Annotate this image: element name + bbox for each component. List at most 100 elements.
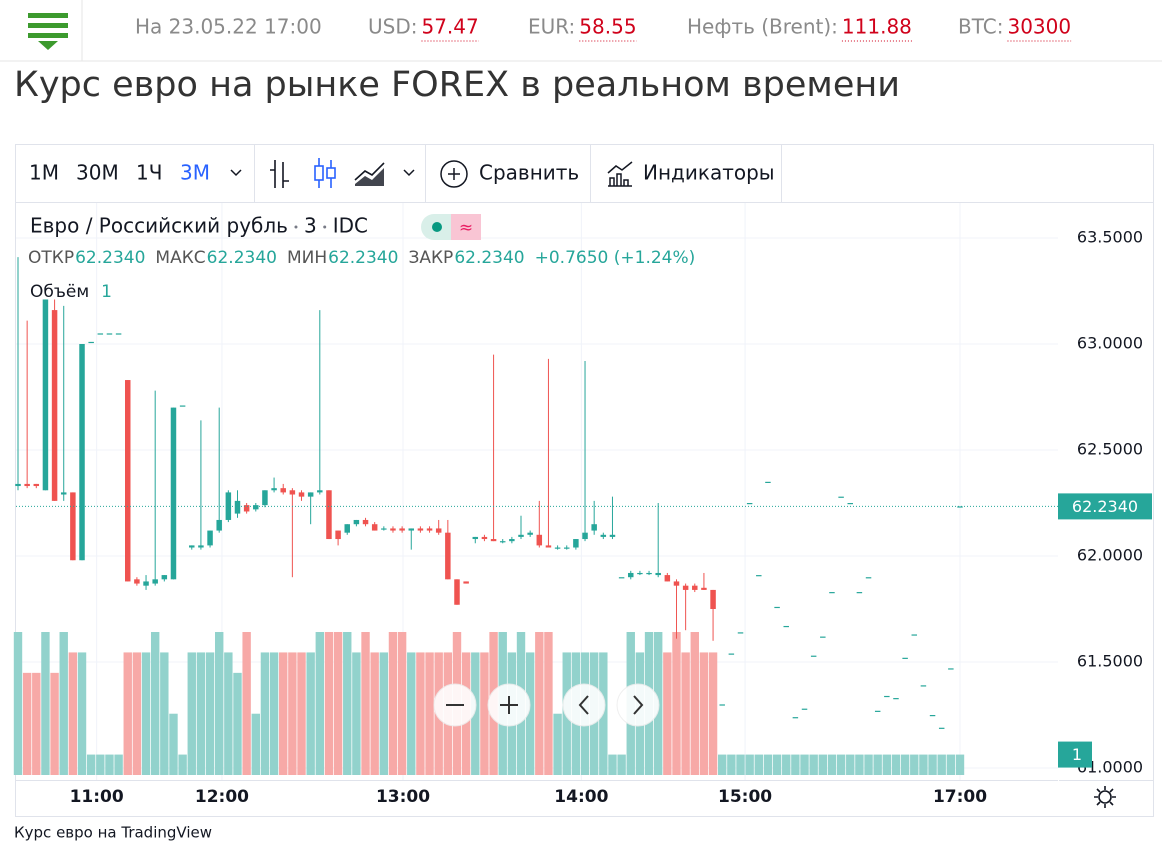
candle-body <box>957 506 963 508</box>
volume-bar <box>215 632 224 775</box>
volume-legend-label: Объём <box>30 282 89 302</box>
volume-bar <box>13 632 23 775</box>
toolbar-separators <box>254 145 782 202</box>
candle-body <box>591 524 597 531</box>
candle-body <box>179 405 186 407</box>
volume-bar <box>544 632 553 775</box>
volume-bar <box>352 652 361 775</box>
quote-label: Нефть (Brent): <box>687 15 838 39</box>
volume-bar <box>617 754 626 775</box>
candle-body <box>198 545 204 548</box>
candle-body <box>563 547 570 549</box>
volume-bar <box>690 632 699 775</box>
candle-body <box>600 534 607 537</box>
candle-body <box>628 572 634 578</box>
volume-bar <box>864 754 873 775</box>
candle-body <box>701 587 707 590</box>
volume-bar <box>22 672 32 775</box>
candle-body <box>655 572 661 576</box>
volume-bar <box>754 754 763 775</box>
symbol-name: Евро / Российский рубль <box>30 214 288 238</box>
volume-bar <box>379 652 389 775</box>
chart-frame <box>15 144 1154 817</box>
candle-body <box>60 492 67 495</box>
quote-value: 58.55 <box>579 15 636 39</box>
quote-value: 30300 <box>1007 15 1071 39</box>
quote-label: BTC: <box>958 15 1003 39</box>
candle-body <box>161 575 168 580</box>
volume-bar <box>745 754 754 775</box>
legend-field-value: 62.2340 <box>454 248 524 268</box>
y-tick-label: 61.0000 <box>1077 758 1143 777</box>
legend-field-value: 62.2340 <box>75 248 145 268</box>
volume-bar <box>672 632 681 775</box>
volume-bar <box>388 632 398 775</box>
quote-value: 111.88 <box>842 15 912 39</box>
scroll-left-button[interactable] <box>562 683 606 727</box>
volume-bar <box>699 652 709 775</box>
volume-bar <box>900 754 910 775</box>
candle-body <box>756 575 762 577</box>
page-title: Курс евро на рынке FOREX в реальном врем… <box>14 65 900 105</box>
symbol-source: IDC <box>333 214 368 238</box>
candle-body <box>481 536 488 540</box>
candle-body <box>115 333 122 335</box>
volume-bar <box>324 632 334 775</box>
candle-body <box>801 708 808 710</box>
candle-body <box>728 653 735 655</box>
candle-body <box>509 539 515 542</box>
compare-label: Сравнить <box>479 161 579 185</box>
footer-link[interactable]: Курс евро на TradingView <box>14 824 212 842</box>
area-style-button[interactable] <box>354 162 415 186</box>
header-date: На 23.05.22 17:00 <box>135 15 322 39</box>
volume-bar <box>763 754 773 775</box>
candle-body <box>490 539 497 542</box>
candle-body <box>417 528 424 531</box>
volume-bar <box>791 754 800 775</box>
interval-dropdown[interactable] <box>230 169 242 177</box>
candle-style-button[interactable] <box>314 158 336 188</box>
bar-style-button[interactable] <box>270 160 289 188</box>
candle-body <box>298 492 305 497</box>
volume-bar <box>269 652 279 775</box>
candle-body <box>792 717 799 719</box>
menu-button[interactable] <box>28 13 68 50</box>
volume-bar <box>425 652 434 775</box>
legend-field-label: МИН <box>287 248 327 268</box>
volume-value-box <box>1058 741 1092 768</box>
quote-label: USD: <box>368 15 417 39</box>
candle-body <box>70 492 76 561</box>
volume-bar <box>242 632 251 775</box>
indicators-button[interactable]: Индикаторы <box>607 161 775 187</box>
candle-body <box>170 407 177 580</box>
volume-bar <box>718 754 727 775</box>
candle-body <box>134 579 140 584</box>
compare-button[interactable]: Сравнить <box>440 160 579 188</box>
settings-button[interactable] <box>1094 786 1116 808</box>
volume-bar <box>708 652 718 775</box>
indicators-label: Индикаторы <box>643 161 775 185</box>
interval-button[interactable]: 1Ч <box>136 161 162 185</box>
candle-body <box>362 519 369 525</box>
interval-button[interactable]: 1M <box>29 161 59 185</box>
zoom-out-button[interactable] <box>433 683 477 727</box>
candle-body <box>79 344 85 561</box>
interval-button[interactable]: 30M <box>76 161 119 185</box>
candle-body <box>783 625 789 628</box>
interval-button[interactable]: 3M <box>180 161 210 185</box>
candle-body <box>234 500 241 514</box>
scroll-right-button[interactable] <box>616 683 660 727</box>
market-open-dot <box>432 222 442 232</box>
x-tick-label: 17:00 <box>933 787 987 807</box>
zoom-in-button[interactable] <box>487 683 531 727</box>
candle-body <box>307 492 314 497</box>
volume-bar <box>86 754 96 775</box>
status-badge-right <box>451 214 481 240</box>
candle-body <box>426 528 433 531</box>
volume-bar <box>663 652 672 775</box>
volume-bar <box>114 754 123 775</box>
x-tick-label: 13:00 <box>376 787 430 807</box>
volume-bar <box>187 652 196 775</box>
